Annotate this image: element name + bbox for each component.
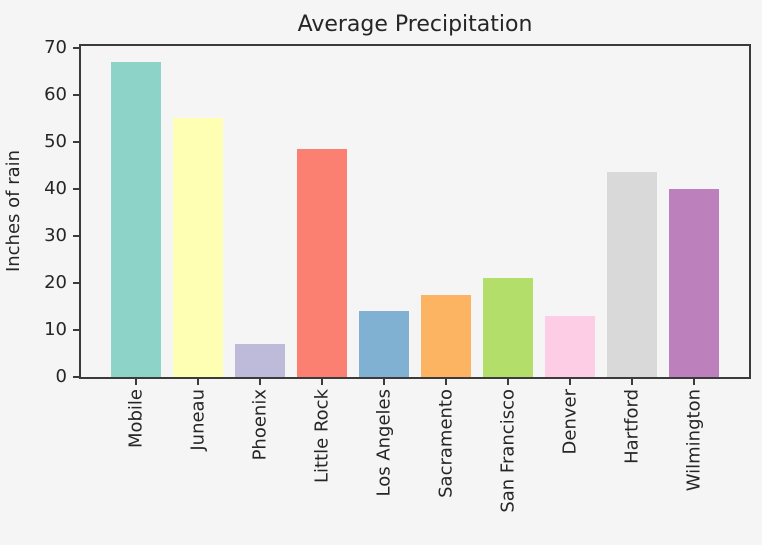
y-tick [73, 235, 79, 237]
x-tick [197, 379, 199, 385]
x-tick-label-los-angeles: Los Angeles [373, 389, 395, 497]
x-tick [321, 379, 323, 385]
y-tick-label-60: 60 [44, 84, 67, 105]
y-tick-label-20: 20 [44, 272, 67, 293]
y-tick [73, 94, 79, 96]
x-tick-label-denver: Denver [559, 389, 581, 455]
bar-wilmington [669, 189, 719, 377]
x-tick-label-san-francisco: San Francisco [497, 389, 519, 513]
x-tick-label-sacramento: Sacramento [435, 389, 457, 498]
y-axis-label: Inches of rain [3, 149, 24, 273]
bar-juneau [173, 118, 223, 377]
x-tick-label-juneau: Juneau [187, 389, 209, 451]
x-tick-label-little-rock: Little Rock [311, 389, 333, 483]
bar-sacramento [421, 295, 471, 377]
y-tick [73, 47, 79, 49]
x-tick [445, 379, 447, 385]
y-tick-label-10: 10 [44, 319, 67, 340]
bar-hartford [607, 172, 657, 377]
chart-title: Average Precipitation [297, 12, 533, 37]
y-tick [73, 376, 79, 378]
bar-san-francisco [483, 278, 533, 377]
y-tick-label-0: 0 [55, 366, 67, 387]
x-tick-label-phoenix: Phoenix [249, 389, 271, 461]
y-tick [73, 141, 79, 143]
x-tick [259, 379, 261, 385]
y-tick [73, 188, 79, 190]
y-tick-label-50: 50 [44, 131, 67, 152]
y-tick-label-30: 30 [44, 225, 67, 246]
y-tick [73, 329, 79, 331]
y-tick [73, 282, 79, 284]
bar-phoenix [235, 344, 285, 377]
y-tick-label-70: 70 [44, 37, 67, 58]
x-tick [135, 379, 137, 385]
x-tick-label-wilmington: Wilmington [683, 389, 705, 492]
bar-little-rock [297, 149, 347, 377]
bar-denver [545, 316, 595, 377]
x-tick [693, 379, 695, 385]
y-tick-label-40: 40 [44, 178, 67, 199]
bar-los-angeles [359, 311, 409, 377]
bar-mobile [111, 62, 161, 377]
x-tick [631, 379, 633, 385]
x-tick [569, 379, 571, 385]
plot-area [79, 44, 751, 379]
x-tick-label-mobile: Mobile [125, 389, 147, 449]
x-tick-label-hartford: Hartford [621, 389, 643, 464]
x-tick [383, 379, 385, 385]
x-tick [507, 379, 509, 385]
